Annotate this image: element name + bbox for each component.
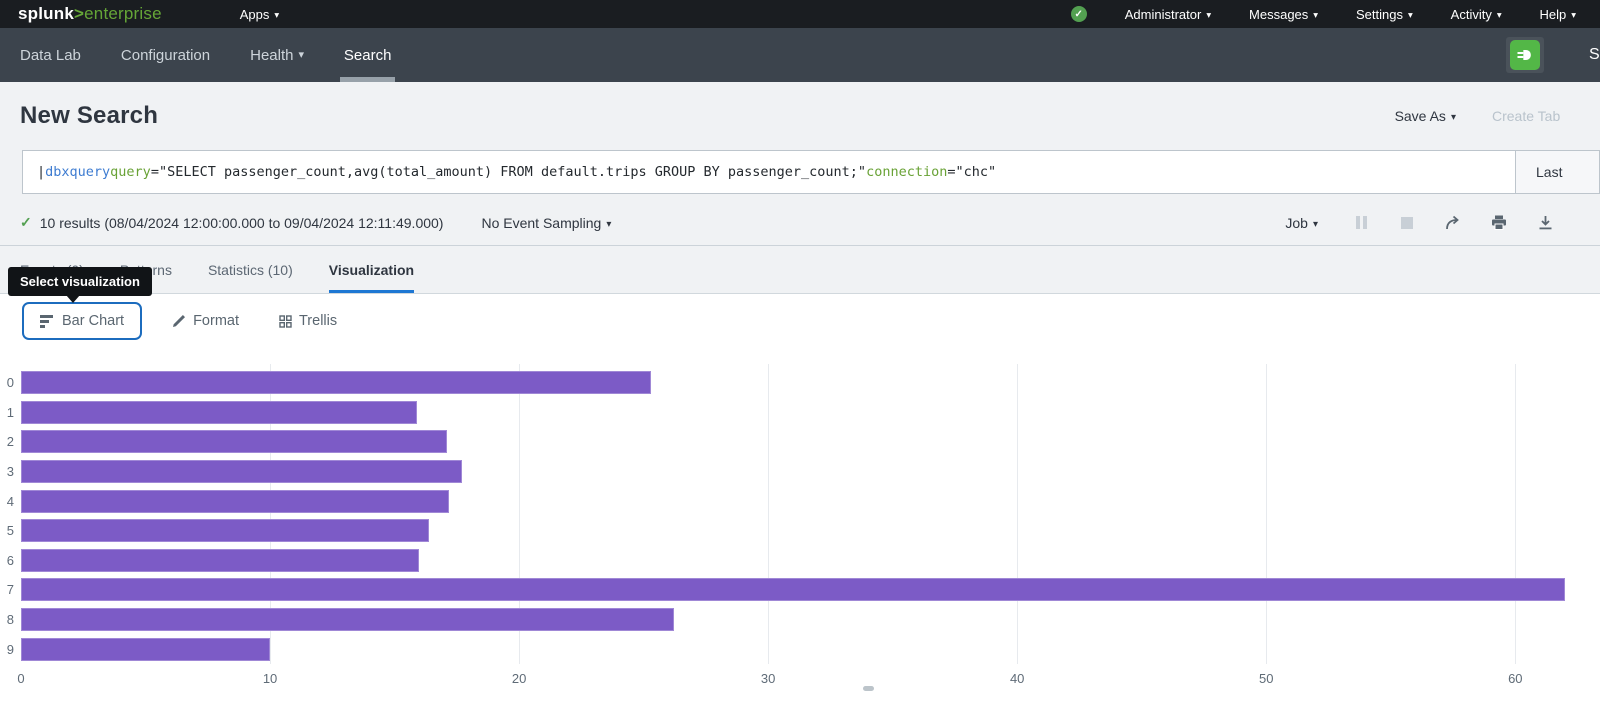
tooltip-arrow — [66, 295, 80, 303]
apps-menu[interactable]: Apps — [240, 7, 279, 22]
settings-menu[interactable]: Settings — [1356, 7, 1413, 22]
top-bar: splunk>enterprise Apps Administrator Mes… — [0, 0, 1600, 28]
chart-plot: 0 10 20 30 40 50 60 — [17, 364, 1595, 686]
activity-menu[interactable]: Activity — [1451, 7, 1502, 22]
bar-5[interactable] — [21, 519, 430, 543]
x-axis-tick-label: 40 — [1009, 671, 1025, 686]
search-query-input[interactable]: | dbxquery query ="SELECT passenger_count… — [37, 164, 997, 180]
results-tabs: Events (0) Patterns Statistics (10) Visu… — [0, 246, 1600, 303]
export-download-button[interactable] — [1536, 214, 1554, 232]
y-axis-tick-label: 2 — [6, 434, 14, 450]
splunk-logo[interactable]: splunk>enterprise — [18, 4, 162, 24]
stop-job-button[interactable] — [1398, 214, 1416, 232]
chart-y-axis-labels: 0 1 2 3 4 5 6 7 8 9 — [0, 368, 21, 686]
bar-chart-icon — [40, 314, 53, 328]
trellis-grid-icon — [279, 314, 292, 328]
chart-type-picker-button[interactable]: Bar Chart — [22, 302, 143, 340]
x-axis-tick-label: 0 — [17, 671, 25, 686]
trellis-button[interactable]: Trellis — [279, 313, 337, 329]
event-sampling-dropdown[interactable]: No Event Sampling — [481, 215, 611, 231]
bar-chart: 0 1 2 3 4 5 6 7 8 9 0 10 20 30 40 50 60 — [0, 364, 1595, 686]
x-axis-tick-label: 30 — [760, 671, 776, 686]
x-axis-tick-label: 60 — [1508, 671, 1523, 686]
logo-gt-text: > — [74, 4, 85, 23]
select-visualization-tooltip: Select visualization — [8, 267, 152, 303]
y-axis-tick-label: 5 — [6, 523, 14, 539]
nav-item-configuration[interactable]: Configuration — [120, 46, 211, 64]
nav-item-search[interactable]: Search — [339, 28, 395, 82]
chart-type-label: Bar Chart — [62, 313, 125, 329]
bar-9[interactable] — [21, 637, 271, 661]
save-as-button[interactable]: Save As — [1395, 108, 1456, 124]
logo-product-text: enterprise — [84, 4, 162, 23]
create-table-view-button[interactable]: Create Tab — [1492, 108, 1561, 124]
chart-bars — [21, 368, 1595, 664]
page-title: New Search — [20, 102, 159, 129]
y-axis-tick-label: 0 — [6, 375, 14, 391]
administrator-menu[interactable]: Administrator — [1125, 7, 1211, 22]
results-check-icon — [20, 214, 32, 231]
nav-item-health[interactable]: Health — [250, 28, 304, 82]
bar-7[interactable] — [21, 578, 1566, 602]
health-status-icon[interactable] — [1070, 6, 1087, 22]
logo-splunk-text: splunk — [18, 4, 74, 23]
print-button[interactable] — [1490, 214, 1508, 232]
bar-0[interactable] — [21, 371, 652, 395]
x-axis-tick-label: 20 — [511, 671, 527, 686]
tooltip-text: Select visualization — [20, 274, 140, 289]
format-label: Format — [193, 313, 239, 329]
app-title-clipped: S — [1589, 46, 1600, 63]
bar-1[interactable] — [21, 400, 417, 424]
x-axis-tick-label: 10 — [262, 671, 278, 686]
y-axis-tick-label: 9 — [6, 641, 14, 657]
chart-gridlines — [21, 364, 1595, 664]
y-axis-tick-label: 3 — [6, 464, 14, 480]
y-axis-tick-label: 8 — [6, 612, 14, 628]
horizontal-scrollbar-thumb[interactable] — [863, 686, 874, 691]
chart-x-axis-labels: 0 10 20 30 40 50 60 — [17, 666, 1595, 686]
results-summary: 10 results (08/04/2024 12:00:00.000 to 0… — [39, 214, 444, 231]
plug-icon — [1510, 40, 1540, 70]
nav-item-data-lab[interactable]: Data Lab — [20, 46, 81, 64]
y-axis-tick-label: 7 — [6, 582, 14, 598]
job-menu[interactable]: Job — [1285, 215, 1318, 231]
messages-menu[interactable]: Messages — [1249, 7, 1318, 22]
y-axis-tick-label: 6 — [6, 552, 14, 568]
format-button[interactable]: Format — [172, 313, 239, 329]
bar-2[interactable] — [21, 430, 447, 454]
pencil-icon — [173, 315, 186, 327]
tab-visualization[interactable]: Visualization — [328, 246, 415, 293]
search-bar: | dbxquery query ="SELECT passenger_count… — [22, 150, 1600, 194]
help-menu[interactable]: Help — [1540, 7, 1576, 22]
bar-4[interactable] — [21, 489, 450, 513]
trellis-label: Trellis — [298, 313, 338, 329]
y-axis-tick-label: 1 — [6, 404, 14, 420]
tab-statistics[interactable]: Statistics (10) — [207, 261, 293, 278]
share-button[interactable] — [1444, 214, 1462, 232]
bar-3[interactable] — [21, 460, 462, 484]
pause-job-button[interactable] — [1352, 214, 1370, 232]
bar-8[interactable] — [21, 608, 674, 632]
y-axis-tick-label: 4 — [6, 493, 14, 509]
bar-6[interactable] — [21, 548, 420, 572]
db-connect-app-icon[interactable] — [1506, 37, 1544, 73]
viz-controls: Bar Chart Format Trellis — [0, 294, 1600, 346]
app-nav-bar: Data Lab Configuration Health Search S — [0, 28, 1600, 82]
time-range-picker[interactable]: Last — [1515, 151, 1599, 193]
results-bar: 10 results (08/04/2024 12:00:00.000 to 0… — [0, 200, 1600, 246]
x-axis-tick-label: 50 — [1259, 671, 1274, 686]
